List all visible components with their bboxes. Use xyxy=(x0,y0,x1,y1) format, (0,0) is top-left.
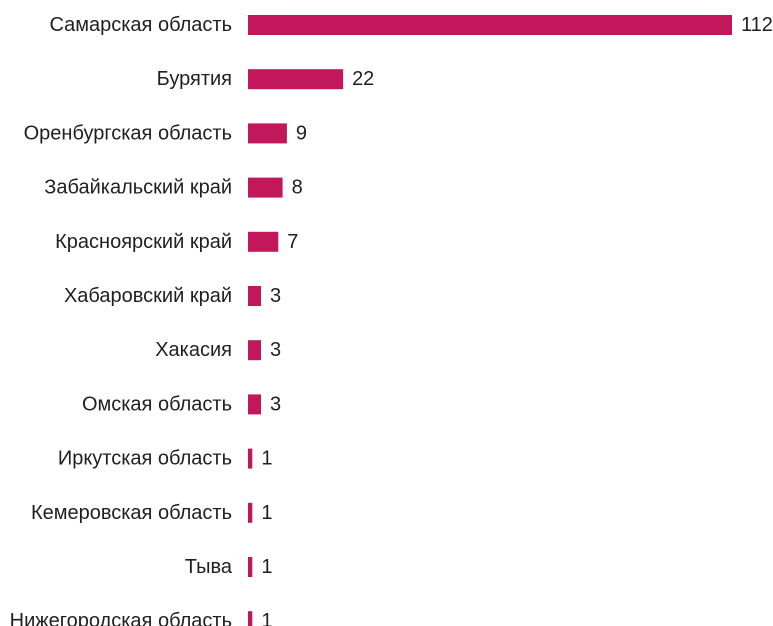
value-label: 112 xyxy=(741,14,773,36)
category-label: Нижегородская область xyxy=(10,610,232,626)
category-labels: Самарская область Бурятия Оренбургская обл… xyxy=(10,14,233,626)
value-label: 22 xyxy=(352,68,374,90)
value-labels: 112 22 9 8 7 3 3 3 1 1 1 1 xyxy=(261,14,773,626)
value-label: 1 xyxy=(261,610,272,626)
category-label: Красноярский край xyxy=(55,231,232,253)
value-label: 7 xyxy=(287,231,298,253)
category-label: Самарская область xyxy=(49,14,232,36)
bar xyxy=(248,557,253,577)
category-label: Омская область xyxy=(82,393,232,415)
value-label: 1 xyxy=(261,502,272,524)
bar xyxy=(248,177,283,198)
bar xyxy=(248,123,287,144)
value-label: 3 xyxy=(270,393,281,415)
bar xyxy=(248,15,732,35)
category-label: Тыва xyxy=(185,556,233,578)
bar xyxy=(248,286,261,306)
bar xyxy=(248,340,261,361)
value-label: 3 xyxy=(270,285,281,307)
category-label: Иркутская область xyxy=(58,448,232,470)
value-label: 8 xyxy=(292,177,303,199)
category-label: Хабаровский край xyxy=(64,285,232,307)
bar xyxy=(248,69,344,90)
value-label: 9 xyxy=(296,122,307,144)
bar xyxy=(248,394,261,415)
value-label: 1 xyxy=(261,448,272,470)
category-label: Забайкальский край xyxy=(44,177,232,199)
bar xyxy=(248,448,253,469)
bar xyxy=(248,502,253,523)
bar xyxy=(248,611,253,626)
value-label: 3 xyxy=(270,339,281,361)
category-label: Хакасия xyxy=(155,339,232,361)
bars xyxy=(248,15,732,626)
category-label: Оренбургская область xyxy=(24,122,232,144)
value-label: 1 xyxy=(261,556,272,578)
bar xyxy=(248,231,279,252)
category-label: Кемеровская область xyxy=(31,502,232,524)
category-label: Бурятия xyxy=(157,68,232,90)
